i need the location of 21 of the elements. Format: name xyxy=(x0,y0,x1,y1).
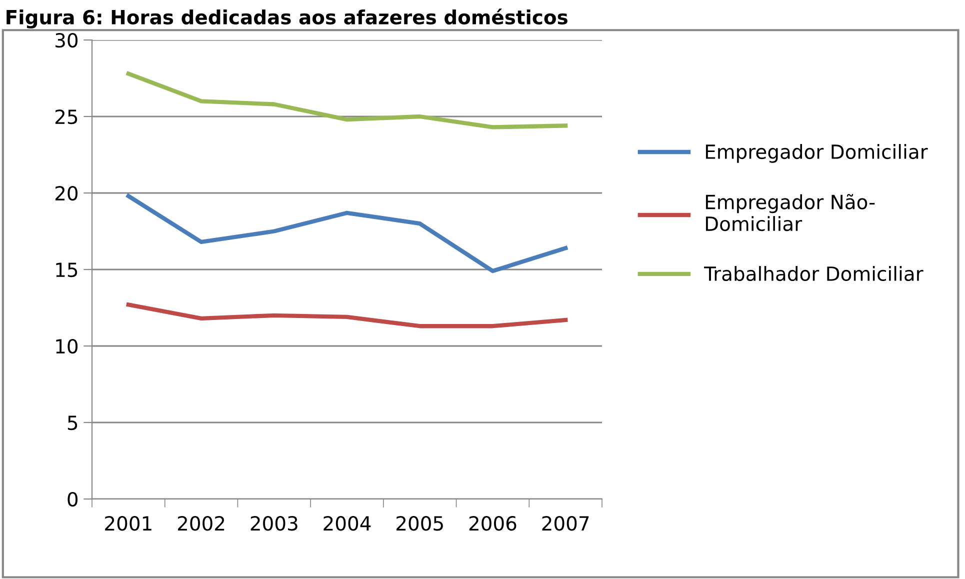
y-tick-label: 0 xyxy=(68,492,78,507)
y-tick-label: 30 xyxy=(56,32,78,48)
line-series xyxy=(126,194,568,274)
x-tick-label: 2005 xyxy=(396,516,443,531)
x-tick-label: 2001 xyxy=(105,516,152,531)
chart-title: Figura 6: Horas dedicadas aos afazeres domésticos xyxy=(6,8,568,28)
legend-label: Empregador Domiciliar xyxy=(706,144,928,163)
y-tick-label: 25 xyxy=(55,109,78,124)
y-tick-label: 20 xyxy=(55,186,78,201)
x-tick-label: 2004 xyxy=(324,516,371,531)
y-tick-label: 5 xyxy=(68,416,78,430)
x-tick-label: 2007 xyxy=(542,516,589,531)
legend-label: Trabalhador Domiciliar xyxy=(704,266,924,282)
y-tick-label: 15 xyxy=(56,262,78,278)
line-series xyxy=(126,302,568,328)
legend-label: Empregador Não- Domiciliar xyxy=(706,194,875,232)
line-series xyxy=(126,72,568,130)
x-tick-label: 2002 xyxy=(178,516,224,531)
y-tick-label: 10 xyxy=(56,338,78,354)
x-tick-label: 2003 xyxy=(250,516,298,531)
x-tick-label: 2006 xyxy=(469,516,516,531)
